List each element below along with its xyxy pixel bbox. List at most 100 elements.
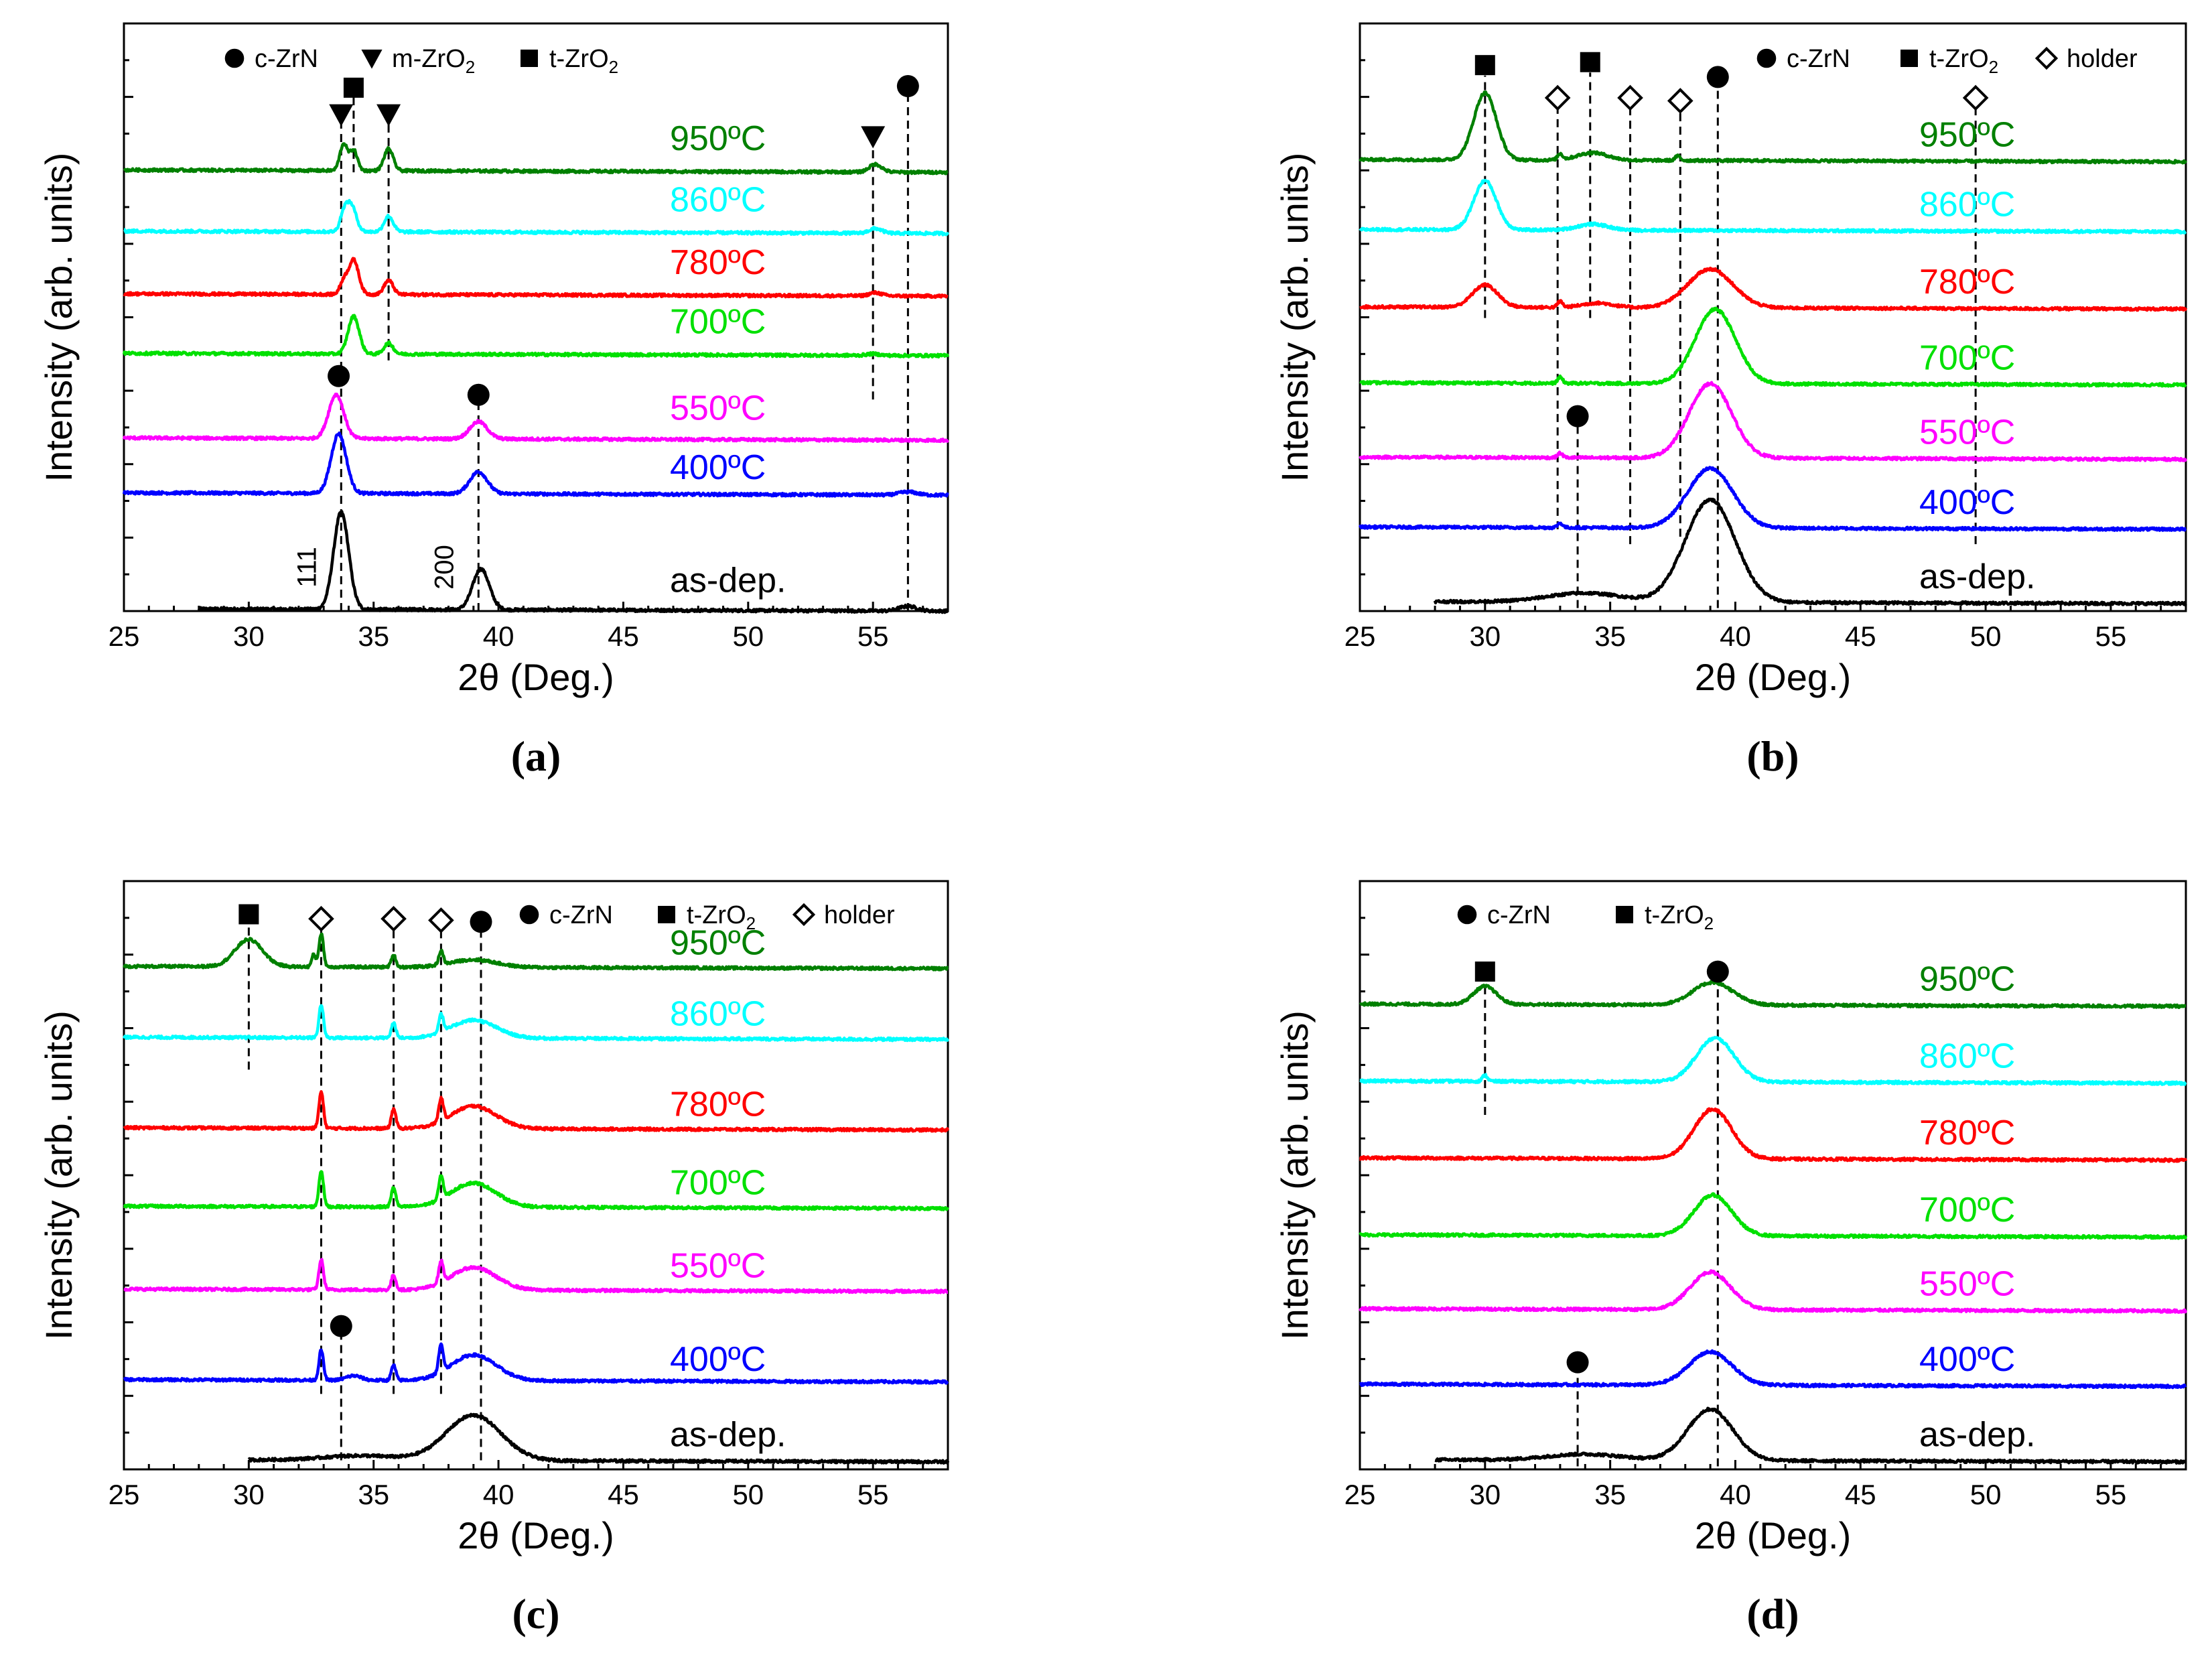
series-label-780-c: 780ºC	[1919, 1114, 2015, 1152]
x-tick-label: 25	[1344, 1479, 1376, 1510]
x-tick-label: 55	[857, 1479, 889, 1510]
panel-letter: (b)	[1746, 732, 1799, 780]
chart-panel-b: 25 30 35 40 45 50 55 2θ (Deg.) Intensity (arb. u…	[1273, 22, 2188, 780]
legend-marker-circle	[224, 48, 245, 68]
series-line-950-c	[1359, 90, 2188, 165]
series-line-550-c	[122, 392, 949, 444]
x-tick-label: 25	[109, 1479, 140, 1510]
x-tick-label: 25	[109, 620, 140, 652]
legend-label-t-zro: t-ZrO2	[549, 45, 618, 77]
series-line-550-c	[123, 1258, 949, 1294]
phase-marker-circle	[896, 75, 919, 98]
legend-label-c-zrn: c-ZrN	[1787, 45, 1850, 73]
x-tick-label: 40	[483, 620, 514, 652]
series-label-400-c: 400ºC	[1919, 483, 2015, 522]
series-line-860-c	[1359, 1035, 2187, 1086]
series-label-950-c: 950ºC	[1919, 115, 2015, 154]
plot-frame	[1359, 22, 2187, 612]
x-tick-label: 35	[358, 620, 389, 652]
plot-frame	[123, 22, 949, 612]
phase-marker-circle	[328, 364, 350, 387]
legend-marker-square	[521, 50, 538, 67]
x-axis-label: 2θ (Deg.)	[1695, 656, 1851, 698]
series-line-950-c	[122, 932, 949, 972]
series-label-400-c: 400ºC	[1919, 1340, 2015, 1379]
legend-marker-square	[1900, 50, 1918, 67]
legend-marker-diamond-open	[792, 903, 816, 927]
x-axis-label: 2θ (Deg.)	[1695, 1514, 1851, 1556]
series-label-860-c: 860ºC	[670, 180, 766, 219]
series-label-400-c: 400ºC	[670, 448, 766, 487]
x-tick-label: 45	[1845, 620, 1876, 652]
phase-marker-square	[1474, 55, 1495, 76]
series-line-950-c	[1359, 980, 2187, 1010]
chart-panel-c: 25 30 35 40 45 50 55 2θ (Deg.) Intensity (arb. u…	[38, 880, 950, 1638]
x-axis-label: 2θ (Deg.)	[458, 656, 614, 698]
x-tick-label: 30	[233, 620, 265, 652]
x-tick-label: 50	[732, 620, 764, 652]
series-line-780-c	[1359, 1107, 2188, 1163]
series-label-860-c: 860ºC	[1919, 1037, 2015, 1075]
series-line-700-c	[123, 1170, 950, 1211]
phase-marker-triangle-down	[376, 104, 401, 127]
series-line-860-c	[122, 1004, 950, 1043]
phase-marker-circle	[1706, 66, 1729, 88]
phase-marker-square	[1580, 52, 1600, 72]
x-tick-label: 55	[2095, 620, 2127, 652]
phase-marker-square	[1474, 961, 1495, 982]
series-line-400-c	[1359, 1349, 2187, 1390]
series-line-700-c	[1359, 1192, 2188, 1240]
phase-marker-circle	[1706, 960, 1729, 983]
x-tick-label: 45	[608, 620, 639, 652]
legend-label-t-zro: t-ZrO2	[1645, 901, 1714, 933]
series-label-780-c: 780ºC	[670, 1085, 766, 1124]
x-tick-label: 40	[1720, 620, 1751, 652]
panel-letter: (c)	[512, 1590, 559, 1638]
legend-marker-circle	[1457, 905, 1477, 925]
phase-marker-diamond-open	[1667, 88, 1693, 114]
phase-marker-diamond-open	[1617, 84, 1643, 111]
x-tick-label: 35	[1594, 620, 1626, 652]
series-line-780-c	[1359, 266, 2188, 312]
series-label-860-c: 860ºC	[670, 994, 766, 1033]
legend-label-holder: holder	[2067, 45, 2138, 73]
x-tick-label: 50	[1970, 620, 2002, 652]
series-label-700-c: 700ºC	[1919, 338, 2015, 377]
panel-letter: (d)	[1746, 1590, 1799, 1638]
legend-label-c-zrn: c-ZrN	[1487, 901, 1551, 929]
x-tick-label: 35	[1594, 1479, 1626, 1510]
series-label-as-dep: as-dep.	[1919, 557, 2035, 596]
phase-marker-diamond-open	[1544, 84, 1571, 111]
phase-marker-circle	[467, 383, 490, 406]
y-axis-label: Intensity (arb. units)	[38, 1010, 80, 1340]
series-line-550-c	[1358, 1269, 2188, 1314]
series-line-400-c	[122, 431, 949, 498]
phase-marker-triangle-down	[861, 126, 886, 149]
legend-label-m-zro: m-ZrO2	[392, 45, 475, 77]
x-tick-label: 45	[608, 1479, 639, 1510]
legend-marker-triangle-down	[361, 50, 383, 69]
series-line-860-c	[123, 198, 950, 237]
series-line-700-c	[1359, 306, 2187, 388]
series-label-700-c: 700ºC	[1919, 1191, 2015, 1230]
series-label-950-c: 950ºC	[670, 924, 766, 963]
x-tick-label: 45	[1845, 1479, 1876, 1510]
x-tick-label: 50	[1970, 1479, 2002, 1510]
chart-panel-d: 25 30 35 40 45 50 55 2θ (Deg.) Intensity (arb. u…	[1273, 880, 2188, 1638]
series-label-700-c: 700ºC	[670, 1164, 766, 1203]
chart-panel-a: 25 30 35 40 45 50 55 2θ (Deg.) Intensity (arb. u…	[38, 22, 950, 780]
phase-marker-diamond-open	[428, 907, 454, 933]
x-tick-label: 40	[1720, 1479, 1751, 1510]
legend-label-c-zrn: c-ZrN	[549, 901, 613, 929]
series-label-860-c: 860ºC	[1919, 186, 2015, 224]
series-line-550-c	[1359, 381, 2188, 462]
x-tick-label: 50	[732, 1479, 764, 1510]
phase-marker-circle	[1566, 1351, 1589, 1374]
phase-marker-diamond-open	[308, 905, 334, 932]
series-line-860-c	[1359, 178, 2187, 235]
x-tick-label: 55	[857, 620, 889, 652]
series-line-as-dep	[197, 510, 949, 614]
series-label-550-c: 550ºC	[1919, 413, 2015, 452]
x-tick-label: 30	[1469, 620, 1501, 652]
y-axis-label: Intensity (arb. units)	[38, 153, 80, 482]
